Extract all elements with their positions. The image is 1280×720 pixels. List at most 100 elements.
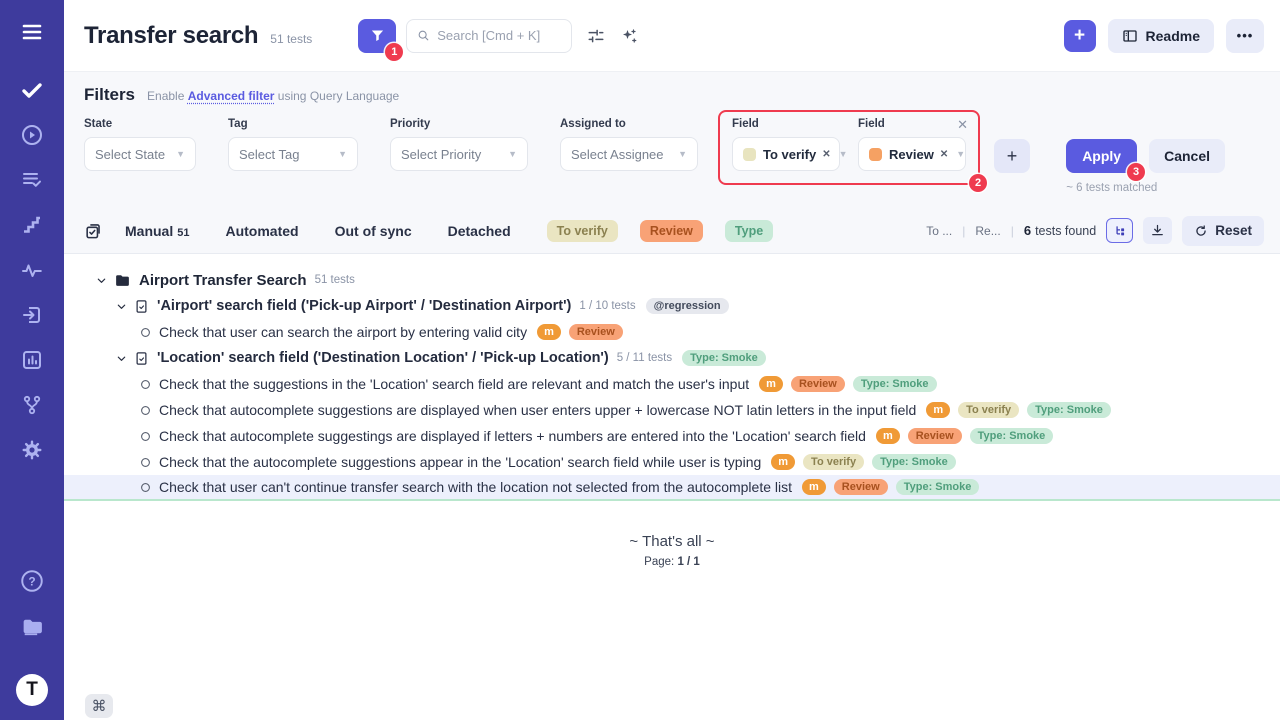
badge-regression: @regression	[645, 298, 729, 314]
column-pill-type[interactable]: Type	[724, 219, 774, 242]
column-pill-to_verify[interactable]: To verify	[546, 219, 618, 242]
row-meta: 51 tests	[314, 274, 355, 286]
tab-out-of-sync[interactable]: Out of sync	[334, 222, 412, 239]
filter-group-priority: Priority Select Priority ▼	[390, 118, 528, 171]
column-to-verify-truncated[interactable]: To ...	[926, 223, 953, 238]
remove-icon[interactable]: ✕	[822, 148, 831, 160]
select-all-icon[interactable]	[84, 221, 103, 240]
badge-type_smoke: Type: Smoke	[682, 350, 766, 366]
filter-group-field-1: Field To verify ✕ ▼	[732, 118, 848, 171]
row-badges: Type: Smoke	[682, 350, 766, 366]
tree-row-test[interactable]: Check that autocomplete suggestings are …	[64, 423, 1280, 449]
close-icon[interactable]: ✕	[957, 117, 968, 132]
tree-row-test[interactable]: Check that user can search the airport b…	[64, 319, 1280, 345]
add-filter-button[interactable]: +	[994, 139, 1030, 173]
field-select-review[interactable]: Review ✕ ▼	[858, 137, 966, 171]
reset-label: Reset	[1215, 223, 1252, 238]
sidebar-item-repository[interactable]	[19, 77, 45, 103]
projects-icon[interactable]	[19, 613, 45, 639]
help-icon[interactable]: ?	[19, 568, 45, 594]
command-shortcut-icon[interactable]: ⌘	[85, 694, 113, 718]
tree-row-test[interactable]: Check that user can't continue transfer …	[64, 475, 1280, 501]
row-title: Check that the autocomplete suggestions …	[159, 454, 762, 470]
tree-row-folder[interactable]: Airport Transfer Search 51 tests	[64, 267, 1280, 293]
row-title: 'Airport' search field ('Pick-up Airport…	[157, 298, 572, 314]
sidebar-item-reports[interactable]	[19, 347, 45, 373]
badge-type_smoke: Type: Smoke	[895, 479, 980, 495]
tab-manual[interactable]: Manual 51	[125, 222, 190, 239]
sidebar-item-requirements[interactable]	[19, 302, 45, 328]
filter-group-field-2: Field Review ✕ ▼	[858, 118, 966, 171]
sidebar-item-milestones[interactable]	[19, 212, 45, 238]
tag-select[interactable]: Select Tag ▼	[228, 137, 358, 171]
tree-row-suite[interactable]: 'Airport' search field ('Pick-up Airport…	[64, 293, 1280, 319]
tests-found-count: 6	[1023, 223, 1032, 238]
annotation-step-3: 3	[1127, 163, 1146, 181]
row-title: Check that autocomplete suggestions are …	[159, 402, 917, 418]
sidebar-item-settings[interactable]	[19, 437, 45, 463]
chevron-down-icon: ▼	[838, 149, 848, 159]
priority-label: Priority	[390, 118, 431, 130]
annotation-step-2: 2	[969, 174, 987, 192]
more-button[interactable]: •••	[1226, 18, 1264, 53]
book-icon	[1122, 29, 1137, 42]
search-input[interactable]	[437, 28, 562, 43]
ai-sparkles-icon[interactable]	[620, 27, 638, 45]
sidebar-item-defects[interactable]	[19, 257, 45, 283]
sidebar-item-integrations[interactable]	[19, 392, 45, 418]
reset-button[interactable]: Reset	[1182, 215, 1264, 246]
download-button[interactable]	[1143, 217, 1173, 244]
filter-group-assignee: Assigned to Select Assignee ▼	[560, 118, 698, 171]
chevron-down-icon: ▼	[508, 149, 517, 159]
chevron-down-icon[interactable]	[116, 301, 127, 312]
field-label: Field	[858, 118, 885, 130]
test-case-icon	[141, 327, 150, 337]
priority-select[interactable]: Select Priority ▼	[390, 137, 528, 171]
apply-button[interactable]: Apply 3	[1066, 139, 1146, 181]
row-badges: m Review Type: Smoke	[759, 376, 937, 392]
sidebar-item-plans[interactable]	[19, 167, 45, 193]
badge-m: m	[759, 376, 783, 392]
filter-button[interactable]: 1	[358, 18, 404, 61]
readme-button[interactable]: Readme	[1107, 18, 1214, 53]
refresh-icon	[1196, 224, 1206, 236]
tree-row-suite[interactable]: 'Location' search field ('Destination Lo…	[64, 345, 1280, 371]
menu-icon[interactable]	[20, 20, 44, 49]
row-badges: m To verify Type: Smoke	[771, 454, 956, 470]
create-button[interactable]: +	[1063, 19, 1096, 52]
tag-placeholder: Select Tag	[239, 146, 300, 162]
row-title: Check that autocomplete suggestings are …	[159, 428, 866, 444]
sidebar-item-runs[interactable]	[19, 122, 45, 148]
badge-review: Review	[568, 324, 623, 340]
workspace-logo[interactable]: T	[16, 674, 48, 706]
tab-automated[interactable]: Automated	[225, 222, 299, 239]
cancel-button[interactable]: Cancel	[1149, 139, 1225, 173]
state-select[interactable]: Select State ▼	[84, 137, 196, 171]
tree-row-test[interactable]: Check that the suggestions in the 'Locat…	[64, 371, 1280, 397]
chevron-down-icon: ▼	[176, 149, 185, 159]
page-label: Page:	[644, 556, 675, 568]
funnel-icon	[371, 30, 383, 41]
svg-text:?: ?	[28, 574, 35, 588]
chevron-down-icon[interactable]	[116, 353, 127, 364]
apply-area: Apply 3 Cancel ~ 6 tests matched	[1066, 139, 1225, 194]
assignee-select[interactable]: Select Assignee ▼	[560, 137, 698, 171]
adjustments-icon[interactable]	[587, 27, 605, 45]
badge-review: Review	[790, 376, 845, 392]
advanced-filter-link[interactable]: Advanced filter	[187, 89, 275, 103]
remove-icon[interactable]: ✕	[939, 148, 949, 160]
tab-detached[interactable]: Detached	[447, 222, 511, 239]
tree-view-toggle-button[interactable]	[1106, 218, 1134, 243]
column-pill-review[interactable]: Review	[639, 219, 703, 242]
tree-row-test[interactable]: Check that autocomplete suggestions are …	[64, 397, 1280, 423]
state-label: State	[84, 118, 113, 130]
badge-m: m	[771, 454, 796, 470]
assignee-placeholder: Select Assignee	[571, 146, 664, 162]
tests-matched-text: ~ 6 tests matched	[1066, 182, 1158, 194]
tests-found-label: tests found	[1035, 224, 1097, 238]
field-select-to-verify[interactable]: To verify ✕ ▼	[732, 137, 848, 171]
toolbar-tabs: Manual 51 Automated Out of sync Detached	[125, 223, 511, 239]
column-review-truncated[interactable]: Re...	[975, 223, 1001, 238]
tree-row-test[interactable]: Check that the autocomplete suggestions …	[64, 449, 1280, 475]
chevron-down-icon[interactable]	[96, 275, 107, 286]
